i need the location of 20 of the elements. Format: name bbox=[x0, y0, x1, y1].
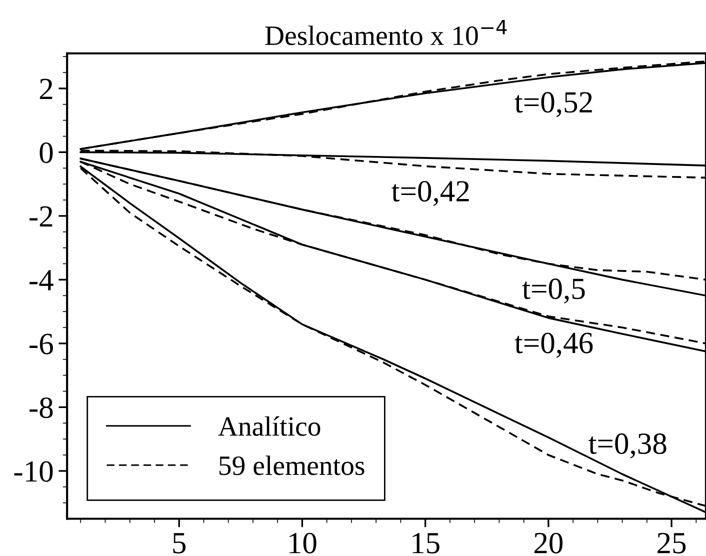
annotation: t=0,42 bbox=[392, 180, 469, 206]
x-tick-label: 10 bbox=[290, 532, 316, 554]
annotation: t=0,52 bbox=[514, 92, 592, 118]
y-tick-label: -2 bbox=[30, 206, 52, 227]
x-tick-label: 15 bbox=[412, 532, 440, 554]
legend-label: 59 elementos bbox=[220, 456, 364, 476]
y-tick-label: -4 bbox=[30, 270, 54, 290]
annotation: t=0,38 bbox=[588, 433, 666, 458]
y-tick-label: -6 bbox=[30, 334, 53, 354]
y-tick-label: 2 bbox=[40, 78, 52, 100]
y-tick-label: 0 bbox=[40, 142, 53, 164]
annotation: t=0,46 bbox=[514, 332, 593, 358]
x-tick-label: 5 bbox=[173, 533, 186, 554]
x-tick-label: 25 bbox=[658, 532, 686, 554]
legend-label: Analítico bbox=[218, 416, 320, 436]
annotation: t=0,5 bbox=[522, 278, 585, 304]
y-tick-label: -8 bbox=[30, 397, 53, 418]
x-tick-label: 20 bbox=[534, 532, 563, 554]
chart-title: Deslocamento x 10$^{−4}$ bbox=[265, 20, 507, 46]
y-tick-label: -10 bbox=[14, 461, 53, 482]
